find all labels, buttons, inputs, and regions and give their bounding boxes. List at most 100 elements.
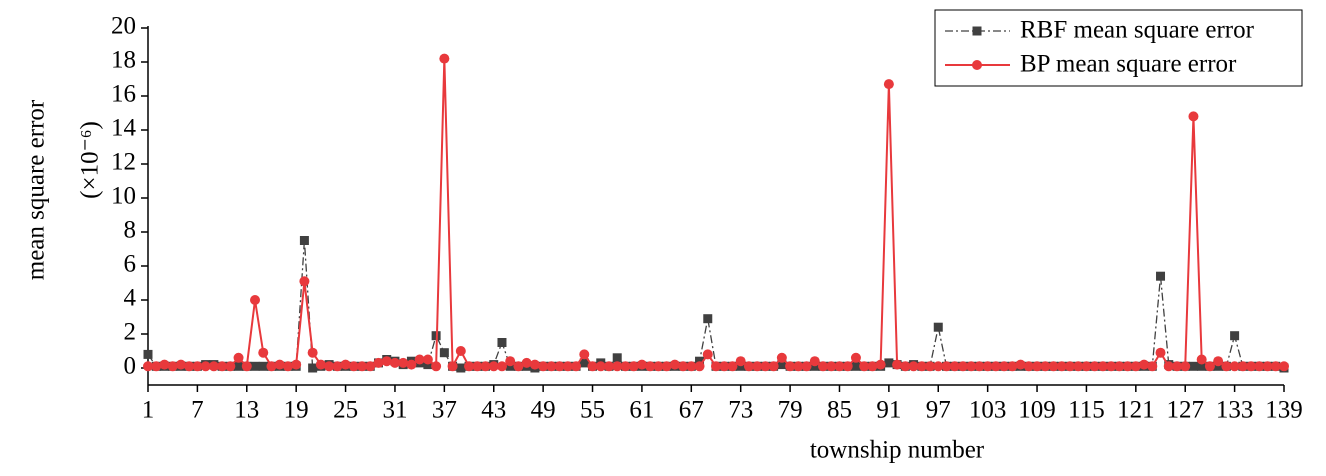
x-tick-label: 31 — [382, 397, 407, 424]
data-point — [1139, 359, 1150, 370]
data-point — [669, 359, 680, 370]
data-point — [743, 361, 754, 372]
data-point — [324, 361, 335, 372]
legend-marker — [972, 26, 982, 36]
data-point — [1180, 361, 1191, 372]
data-point — [1155, 347, 1166, 358]
data-point — [727, 361, 738, 372]
data-point — [1213, 356, 1224, 367]
data-point — [957, 361, 968, 372]
x-tick-label: 25 — [333, 397, 358, 424]
x-tick-label: 37 — [432, 397, 457, 424]
data-point — [941, 361, 952, 372]
data-point — [793, 361, 804, 372]
data-point — [175, 359, 186, 370]
x-tick-label: 49 — [531, 397, 556, 424]
data-point — [735, 356, 746, 367]
y-tick-label: 14 — [111, 115, 137, 142]
data-point — [1230, 331, 1240, 341]
y-tick-label: 20 — [111, 13, 136, 40]
data-point — [480, 361, 491, 372]
x-tick-label: 61 — [629, 397, 654, 424]
data-point — [521, 357, 532, 368]
data-point — [1089, 361, 1100, 372]
data-point — [447, 361, 458, 372]
x-tick-label: 55 — [580, 397, 605, 424]
y-axis-label: mean square error — [23, 99, 50, 280]
data-point — [1130, 361, 1141, 372]
data-point — [900, 361, 911, 372]
data-point — [703, 314, 713, 324]
data-point — [990, 361, 1001, 372]
data-point — [1163, 361, 1174, 372]
x-tick-label: 19 — [284, 397, 309, 424]
data-point — [1097, 361, 1108, 372]
data-point — [982, 361, 993, 372]
data-point — [768, 361, 779, 372]
y-tick-label: 10 — [111, 183, 136, 210]
data-point — [472, 361, 483, 372]
data-point — [686, 361, 697, 372]
data-point — [414, 354, 425, 365]
x-tick-label: 115 — [1068, 397, 1105, 424]
x-tick-label: 79 — [778, 397, 803, 424]
data-point — [999, 361, 1010, 372]
data-point — [933, 361, 944, 372]
data-point — [1073, 361, 1084, 372]
data-point — [282, 361, 293, 372]
data-point — [1279, 361, 1289, 372]
data-point — [373, 357, 384, 368]
data-point — [389, 357, 400, 368]
data-point — [884, 358, 894, 368]
data-point — [406, 359, 417, 370]
data-point — [1188, 111, 1199, 122]
data-point — [159, 359, 170, 370]
data-point — [719, 361, 730, 372]
data-point — [423, 360, 433, 370]
data-point — [143, 349, 153, 359]
data-point — [225, 361, 236, 372]
data-point — [1171, 361, 1182, 372]
data-point — [217, 361, 228, 372]
data-point — [266, 361, 277, 372]
data-point — [340, 359, 351, 370]
data-point — [488, 361, 499, 372]
data-point — [1081, 361, 1092, 372]
series-line — [148, 58, 1284, 371]
data-point — [151, 361, 162, 372]
data-point — [620, 361, 631, 372]
x-tick-label: 127 — [1166, 397, 1204, 424]
x-tick-label: 73 — [728, 397, 753, 424]
data-point — [1204, 361, 1215, 372]
legend-label: RBF mean square error — [1020, 17, 1255, 44]
data-point — [1040, 361, 1051, 372]
data-point — [546, 361, 557, 372]
data-point — [192, 361, 203, 372]
data-point — [422, 354, 433, 365]
legend-marker — [972, 60, 982, 70]
data-point — [184, 361, 195, 372]
data-point — [933, 322, 943, 332]
data-point — [736, 361, 746, 371]
data-point — [208, 361, 219, 372]
data-point — [365, 361, 376, 372]
x-tick-label: 121 — [1117, 397, 1155, 424]
x-tick-label: 7 — [191, 397, 204, 424]
data-point — [497, 338, 507, 347]
x-tick-label: 109 — [1018, 397, 1056, 424]
data-point — [776, 352, 787, 363]
data-point — [834, 361, 845, 372]
data-point — [496, 361, 507, 372]
data-point — [431, 361, 442, 372]
x-axis-label: township number — [810, 437, 985, 464]
data-point — [348, 361, 359, 372]
data-point — [299, 236, 309, 245]
data-point — [1262, 361, 1273, 372]
y-tick-label: 8 — [124, 217, 137, 244]
data-point — [505, 361, 515, 371]
data-point — [711, 361, 721, 372]
data-point — [810, 361, 820, 371]
data-point — [867, 361, 878, 372]
data-point — [308, 363, 318, 373]
data-point — [398, 357, 409, 368]
